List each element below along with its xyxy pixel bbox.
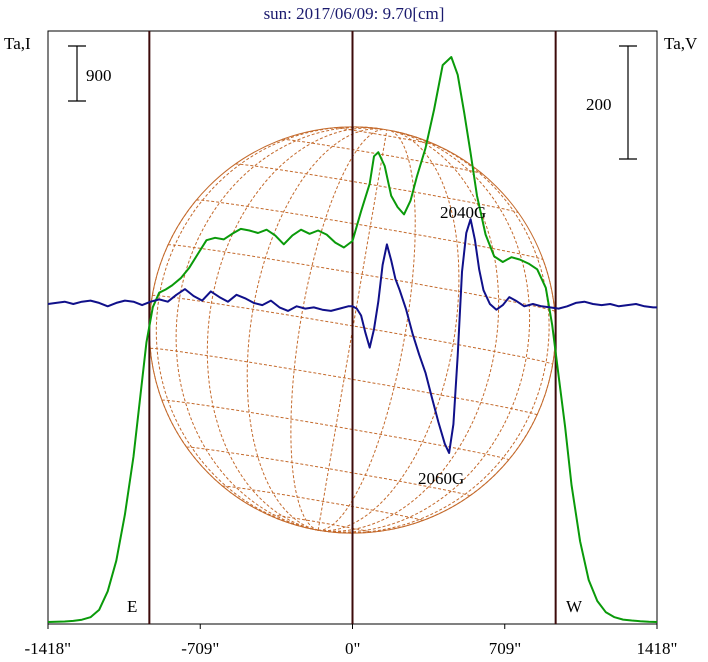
limb-label-east: E — [127, 597, 138, 616]
tick-marks — [47, 624, 658, 629]
parallel-line — [282, 138, 483, 175]
y-axis-right-label: Ta,V — [664, 34, 698, 53]
meridian-line — [318, 131, 550, 534]
meridian-line — [175, 126, 378, 531]
meridian-line — [318, 259, 557, 534]
x-tick-label: -1418" — [24, 639, 72, 658]
series-layer — [47, 56, 658, 623]
parallel-line — [334, 127, 438, 146]
chart-title: sun: 2017/06/09: 9.70[cm] — [263, 4, 445, 23]
meridian-line — [148, 199, 319, 531]
meridian-line — [246, 128, 382, 531]
intensity-series-line — [47, 56, 658, 623]
annotation-2040g: 2040G — [440, 203, 487, 222]
left-scale-bar-label: 900 — [86, 66, 112, 85]
meridian-line — [155, 126, 377, 531]
parallel-line — [222, 485, 424, 521]
meridian-line — [206, 127, 380, 531]
right-scale-bar-label: 200 — [586, 95, 612, 114]
annotation-2060g: 2060G — [418, 469, 465, 488]
x-tick-label: 709" — [488, 639, 522, 658]
parallel-line — [235, 163, 519, 214]
parallel-line — [267, 513, 372, 533]
x-tick-label: 1418" — [636, 639, 678, 658]
parallel-line — [161, 399, 510, 461]
solar-disk-grid — [148, 126, 557, 534]
x-tick-label: -709" — [181, 639, 220, 658]
polarization-series-line — [47, 218, 657, 454]
plot-frame — [47, 30, 658, 625]
meridian-line — [290, 128, 385, 531]
x-tick-label: 0" — [345, 639, 361, 658]
meridian-line — [318, 130, 460, 532]
parallel-line — [152, 294, 554, 365]
parallel-line — [196, 199, 544, 261]
parallel-line — [150, 347, 538, 416]
meridian-line — [318, 129, 416, 531]
y-axis-left-label: Ta,I — [4, 34, 31, 53]
limb-label-west: W — [566, 597, 583, 616]
meridian-line — [318, 130, 500, 532]
